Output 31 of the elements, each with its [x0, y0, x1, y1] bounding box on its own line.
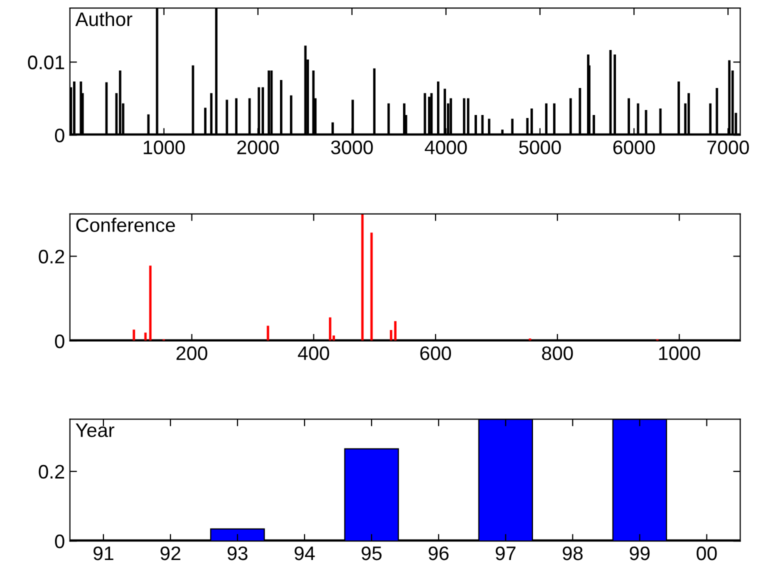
- x-tick-label: 200: [176, 346, 208, 360]
- x-tick-label: 1000: [659, 346, 700, 360]
- x-tick-label: 91: [94, 546, 114, 560]
- x-tick-label: 2000: [237, 140, 279, 154]
- y-tick-label: 0.2: [38, 250, 64, 264]
- x-tick-label: 7000: [707, 140, 749, 154]
- x-tick-label: 4000: [424, 140, 467, 154]
- x-tick-label: 1000: [144, 140, 185, 154]
- y-tick-label: 0.2: [38, 464, 64, 479]
- x-tick-label: 5000: [519, 140, 561, 154]
- x-tick-label: 93: [228, 546, 248, 560]
- x-tick-label: 00: [696, 546, 717, 560]
- x-tick-label: 99: [630, 546, 650, 560]
- x-tick-label: 97: [496, 546, 516, 560]
- x-tick-label: 600: [420, 346, 452, 360]
- chart-title: Conference: [76, 218, 175, 232]
- chart-title: Year: [76, 424, 114, 438]
- x-tick-label: 6000: [613, 140, 655, 154]
- y-tick-label: 0: [55, 128, 64, 142]
- x-tick-label: 96: [428, 546, 449, 560]
- x-tick-label: 3000: [331, 140, 373, 154]
- x-tick-label: 95: [362, 546, 382, 560]
- x-tick-label: 92: [160, 546, 180, 560]
- x-tick-label: 98: [562, 546, 583, 560]
- x-tick-label: 94: [294, 546, 315, 560]
- chart-title: Author: [75, 12, 132, 26]
- x-tick-label: 400: [298, 346, 330, 360]
- y-tick-label: 0: [55, 534, 64, 548]
- y-tick-label: 0: [55, 334, 64, 348]
- x-tick-label: 800: [542, 346, 573, 360]
- y-tick-label: 0.01: [28, 56, 64, 70]
